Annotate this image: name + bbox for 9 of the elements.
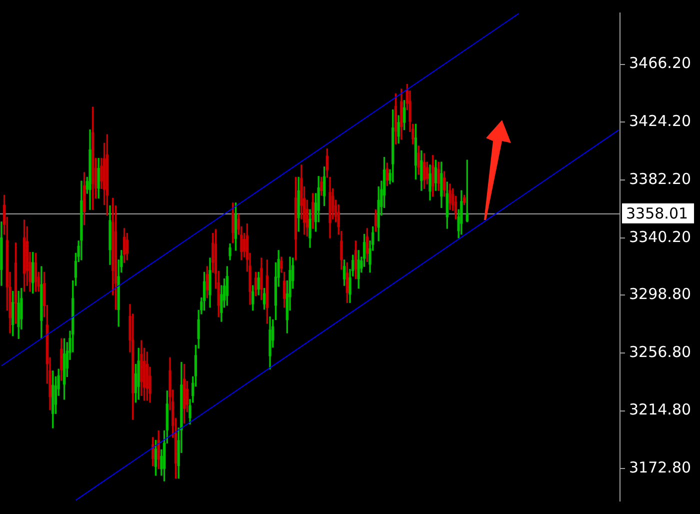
y-tick-label: 3424.20 bbox=[629, 112, 692, 130]
y-tick-label: 3214.80 bbox=[629, 400, 692, 419]
ref-line-label: 3358.01 bbox=[626, 204, 688, 222]
y-tick-label: 3172.80 bbox=[629, 458, 692, 477]
y-tick-label: 3466.20 bbox=[629, 54, 692, 72]
y-tick-label: 3256.80 bbox=[629, 342, 692, 361]
y-tick-label: 3382.20 bbox=[629, 170, 692, 188]
y-tick-label: 3298.80 bbox=[629, 284, 692, 303]
y-tick-label: 3340.20 bbox=[629, 228, 692, 246]
